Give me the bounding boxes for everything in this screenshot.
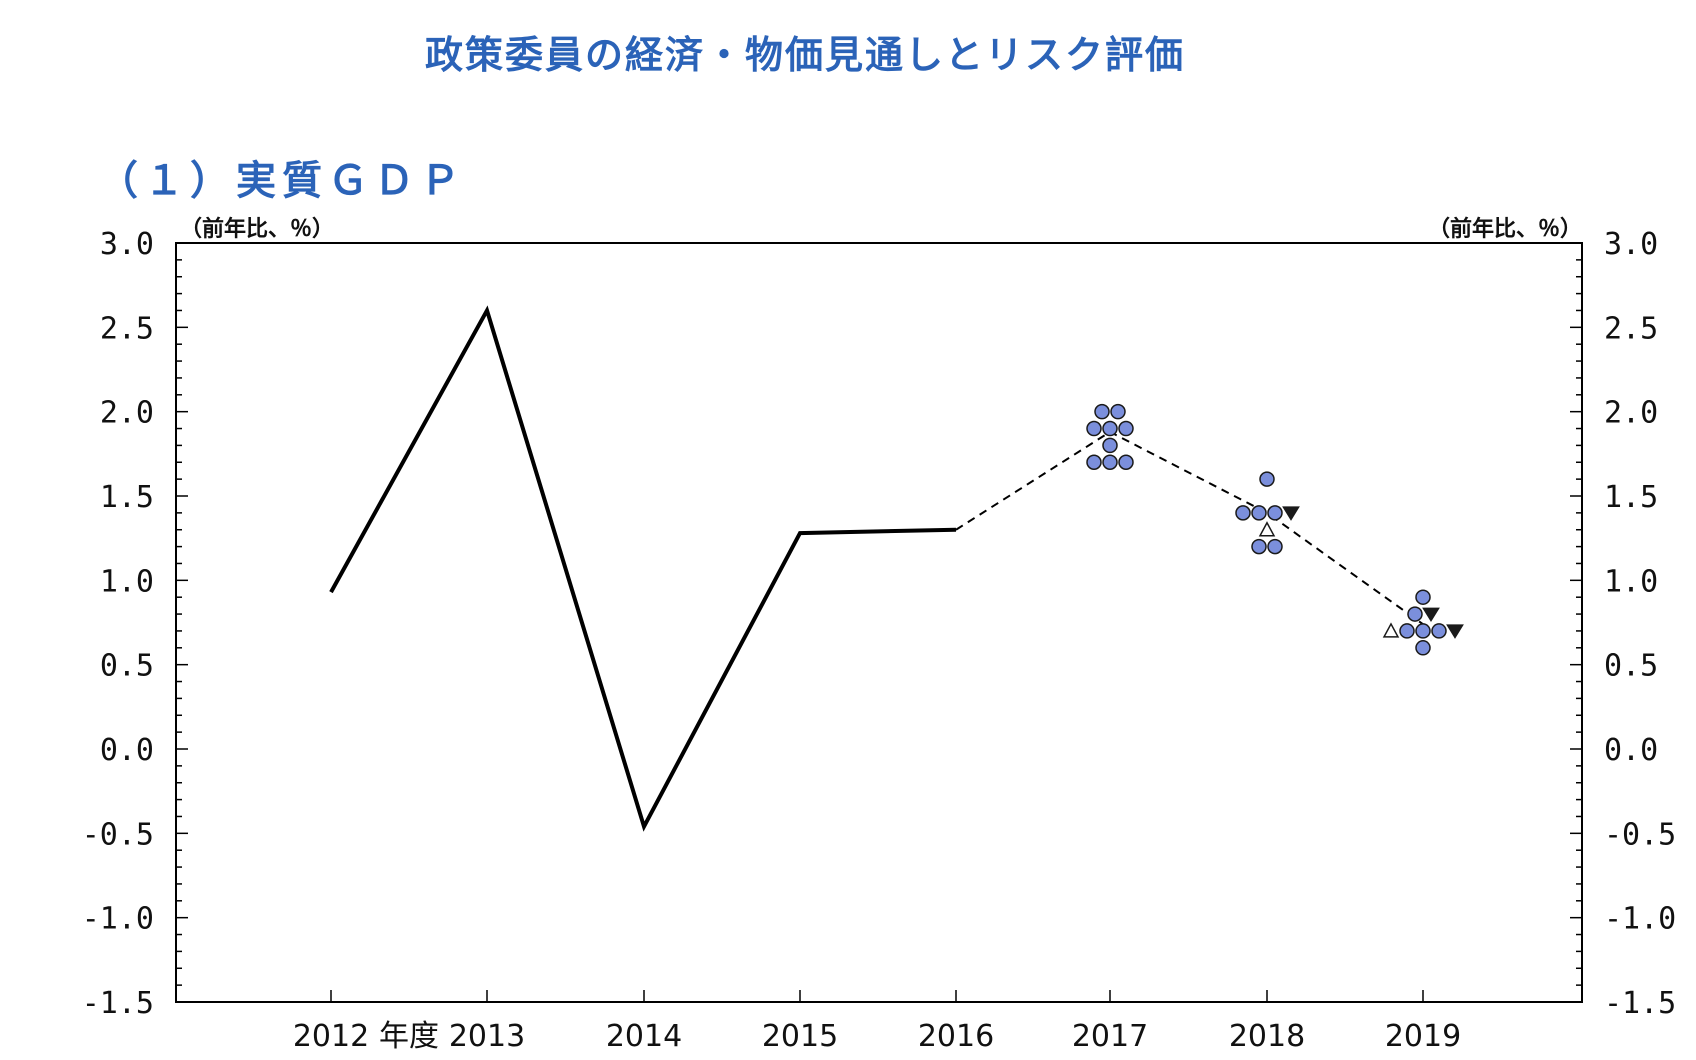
y-left-tick-label: 2.5	[100, 311, 154, 346]
x-tick-label: 2019	[1385, 1019, 1461, 1054]
forecast-circle-mark	[1259, 471, 1275, 487]
forecast-circle-mark	[1102, 454, 1118, 471]
y-left-tick-label: -1.0	[82, 902, 154, 937]
forecast-median-line	[955, 430, 1424, 626]
forecast-circle-mark	[1110, 403, 1126, 420]
forecast-circle-mark	[1086, 420, 1102, 437]
x-axis-ticks: 2012 2013 2014 2015 2016 2017 2018 2019 年度	[293, 990, 1461, 1054]
y-axis-left-unit: （前年比、％）	[180, 216, 334, 242]
y-right-tick-label: -1.0	[1604, 902, 1676, 937]
forecast-marks	[1086, 403, 1464, 656]
y-axis-right-ticks: 3.0 2.5 2.0 1.5 1.0 0.5 0.0 -0.5 -1.0 -1.5	[1604, 227, 1676, 1021]
forecast-risk-up-mark	[1258, 521, 1276, 537]
plot-frame	[175, 242, 1583, 1003]
x-tick-label: 2018	[1229, 1019, 1305, 1054]
forecast-circle-mark	[1251, 505, 1267, 521]
y-left-tick-label: -0.5	[82, 817, 154, 852]
y-right-tick-label: 2.5	[1604, 311, 1658, 346]
y-left-tick-label: -1.5	[82, 986, 154, 1021]
forecast-risk-up-mark	[1382, 622, 1400, 638]
y-right-tick-label: 3.0	[1604, 227, 1658, 262]
forecast-circle-mark	[1267, 538, 1283, 555]
actual-gdp-line	[329, 305, 957, 832]
y-right-tick-label: 1.5	[1604, 480, 1658, 515]
y-axis-left-ticks: 3.0 2.5 2.0 1.5 1.0 0.5 0.0 -0.5 -1.0 -1.5	[82, 227, 154, 1021]
forecast-circle-mark	[1118, 420, 1134, 437]
forecast-circle-mark	[1415, 589, 1431, 605]
y-axis-right-unit: （前年比、％）	[1428, 216, 1582, 242]
forecast-circle-mark	[1431, 623, 1447, 639]
y-left-tick-label: 1.0	[100, 564, 154, 599]
y-left-tick-label: 1.5	[100, 480, 154, 515]
forecast-circle-mark	[1415, 640, 1431, 656]
x-axis-unit-label: 年度	[379, 1019, 439, 1054]
forecast-risk-down-mark	[1446, 624, 1464, 639]
forecast-circle-mark	[1251, 538, 1267, 555]
forecast-circle-mark	[1399, 623, 1415, 639]
x-tick-label: 2013	[449, 1019, 525, 1054]
forecast-circle-mark	[1118, 454, 1134, 471]
y-left-tick-label: 0.0	[100, 733, 154, 768]
y-right-tick-label: 1.0	[1604, 564, 1658, 599]
y-left-tick-label: 0.5	[100, 649, 154, 684]
forecast-circle-mark	[1415, 623, 1431, 639]
forecast-circle-mark	[1102, 437, 1118, 454]
forecast-circle-mark	[1407, 606, 1423, 622]
x-tick-label: 2014	[606, 1019, 682, 1054]
y-right-tick-label: -1.5	[1604, 986, 1676, 1021]
series-lines	[329, 305, 1424, 832]
y-left-tick-label: 3.0	[100, 227, 154, 262]
y-right-tick-label: 0.5	[1604, 649, 1658, 684]
y-left-tick-label: 2.0	[100, 396, 154, 431]
chart-panel-title: （１）実質ＧＤＰ	[98, 158, 466, 204]
x-tick-label: 2016	[918, 1019, 994, 1054]
x-tick-label: 2017	[1072, 1019, 1148, 1054]
forecast-risk-down-mark	[1422, 607, 1440, 623]
forecast-circle-mark	[1094, 403, 1110, 420]
x-tick-label: 2012	[293, 1019, 369, 1054]
forecast-circle-mark	[1102, 420, 1118, 437]
y-right-tick-label: 0.0	[1604, 733, 1658, 768]
y-right-tick-label: 2.0	[1604, 396, 1658, 431]
forecast-risk-down-mark	[1282, 506, 1300, 521]
y-right-tick-label: -0.5	[1604, 817, 1676, 852]
forecast-circle-mark	[1086, 454, 1102, 471]
page-title: 政策委員の経済・物価見通しとリスク評価	[424, 33, 1185, 77]
chart-axes	[175, 242, 1583, 1003]
x-tick-label: 2015	[762, 1019, 838, 1054]
forecast-circle-mark	[1235, 505, 1251, 521]
forecast-circle-mark	[1267, 505, 1283, 521]
